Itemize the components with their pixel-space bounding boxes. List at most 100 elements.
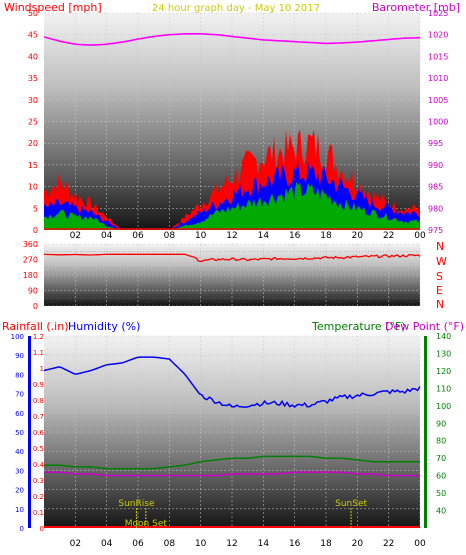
- barometer-series: [43, 33, 421, 46]
- windspeed-tick-label: 50: [28, 9, 38, 18]
- x-tick-label: 12: [226, 231, 237, 241]
- event-label: SunSet: [335, 499, 367, 509]
- humidity-tick-label: 100: [11, 333, 24, 341]
- rainfall-tick-label: 0.7: [33, 413, 44, 421]
- temperature-tick-label: 140: [436, 332, 451, 341]
- rainfall-axis-title: Rainfall (.in): [2, 320, 69, 333]
- x-tick-label: 00: [414, 539, 426, 549]
- direction-tick-label: 180: [23, 271, 38, 280]
- windspeed-tick-label: 35: [28, 74, 38, 83]
- direction-tick-label: 270: [23, 256, 38, 265]
- compass-label: S: [436, 270, 443, 283]
- rainfall-tick-label: 0.9: [33, 381, 44, 389]
- x-tick-label: 04: [101, 539, 113, 549]
- rainfall-tick-label: 0: [40, 525, 44, 533]
- x-tick-label: 18: [320, 231, 332, 241]
- humidity-tick-label: 20: [15, 487, 24, 495]
- humidity-tick-label: 0: [20, 525, 24, 533]
- temperature-tick-label: 60: [436, 472, 446, 481]
- x-tick-label: 02: [70, 539, 81, 549]
- x-tick-label: 08: [164, 231, 176, 241]
- humidity-tick-label: 30: [15, 467, 24, 475]
- temperature-tick-label: 100: [436, 402, 451, 411]
- x-tick-label: 20: [352, 231, 364, 241]
- temperature-tick-label: 70: [436, 454, 446, 463]
- windspeed-tick-label: 30: [28, 96, 38, 105]
- windspeed-tick-label: 25: [28, 118, 38, 127]
- temperature-tick-label: 120: [436, 367, 451, 376]
- humidity-axis-bar: [28, 336, 31, 528]
- temperature-line: [44, 455, 420, 470]
- x-tick-label: 02: [70, 231, 81, 241]
- x-tick-label: 06: [132, 231, 144, 241]
- rainfall-tick-label: 0.6: [33, 429, 45, 437]
- x-tick-label: 08: [164, 539, 176, 549]
- direction-tick-label: 360: [23, 240, 38, 249]
- x-tick-label: 04: [101, 231, 113, 241]
- rainfall-tick-label: 1.1: [33, 349, 44, 357]
- barometer-tick-label: 975: [428, 226, 443, 235]
- windspeed-tick-label: 0: [33, 226, 38, 235]
- humidity-axes: 010203040506070809010000.10.20.30.40.50.…: [11, 332, 452, 549]
- x-tick-label: 16: [289, 539, 301, 549]
- x-tick-label: 14: [258, 231, 270, 241]
- windspeed-tick-label: 45: [28, 31, 38, 40]
- temperature-tick-label: 40: [436, 507, 446, 516]
- wind-low-area: [44, 181, 420, 230]
- dewpoint-axis-title: Dew Point (°F): [385, 320, 464, 333]
- rainfall-tick-label: 0.3: [33, 477, 44, 485]
- event-label: SunRise: [118, 499, 155, 509]
- rainfall-tick-label: 0.5: [33, 445, 44, 453]
- compass-label: W: [436, 255, 447, 268]
- x-tick-label: 10: [195, 539, 207, 549]
- compass-label: N: [436, 298, 444, 311]
- humidity-tick-label: 90: [15, 352, 24, 360]
- wind-barometer-panel: 0510152025303540455097598098599099510001…: [28, 9, 449, 241]
- barometer-axis-title: Barometer [mb]: [372, 1, 460, 14]
- temperature-tick-label: 90: [436, 419, 446, 428]
- humidity-tick-label: 40: [15, 448, 24, 456]
- wind-direction-line: [43, 253, 421, 263]
- x-tick-label: 20: [352, 539, 364, 549]
- dewpoint-line: [44, 471, 420, 477]
- humidity-grid: [44, 335, 421, 529]
- rainfall-tick-label: 1: [40, 365, 44, 373]
- humidity-line: [43, 356, 421, 409]
- rainfall-tick-label: 0.8: [33, 397, 44, 405]
- rainfall-tick-label: 0.4: [33, 461, 45, 469]
- rainfall-tick-label: 0.2: [33, 493, 44, 501]
- temperature-axis-title: Temperature (°F): [311, 320, 406, 333]
- direction-tick-label: 0: [33, 302, 38, 311]
- x-tick-label: 00: [414, 231, 426, 241]
- temperature-axis-bar: [424, 336, 427, 528]
- windspeed-tick-label: 40: [28, 52, 38, 61]
- direction-tick-label: 90: [28, 287, 38, 296]
- humidity-axis-title: Humidity (%): [68, 320, 140, 333]
- x-tick-label: 14: [258, 539, 270, 549]
- wind-area-series: [44, 129, 420, 230]
- temperature-tick-label: 110: [436, 384, 451, 393]
- humidity-tick-label: 50: [15, 429, 24, 437]
- direction-series: [43, 253, 421, 263]
- barometer-tick-label: 1020: [428, 31, 448, 40]
- event-label: Moon Set: [125, 519, 168, 529]
- humidity-tick-label: 60: [15, 410, 24, 418]
- rainfall-tick-label: 1.2: [33, 333, 44, 341]
- x-tick-label: 16: [289, 231, 301, 241]
- humidity-temperature-series: SunRise Moon Set SunSet: [43, 356, 421, 529]
- humidity-tick-label: 80: [15, 371, 24, 379]
- windspeed-axis-title: Windspeed [mph]: [4, 1, 102, 14]
- compass-label: E: [436, 284, 443, 297]
- barometer-tick-label: 1000: [428, 118, 448, 127]
- windspeed-tick-label: 10: [28, 183, 38, 192]
- barometer-tick-label: 980: [428, 204, 443, 213]
- barometer-tick-label: 1010: [428, 74, 448, 83]
- wind-axes: 0510152025303540455097598098599099510001…: [28, 9, 449, 241]
- windspeed-tick-label: 15: [28, 161, 38, 170]
- barometer-tick-label: 990: [428, 161, 443, 170]
- humidity-tick-label: 10: [15, 506, 24, 514]
- barometer-tick-label: 1015: [428, 52, 448, 61]
